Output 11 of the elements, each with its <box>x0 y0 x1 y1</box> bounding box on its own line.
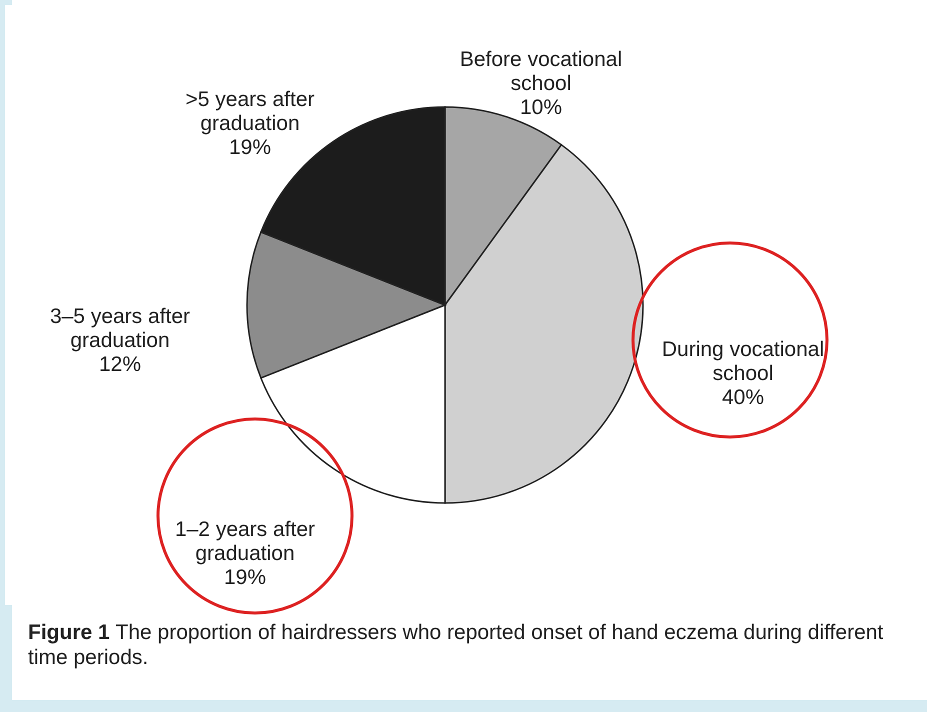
slice-label: 3–5 years after graduation <box>50 305 190 352</box>
data-label: 19% <box>228 136 272 159</box>
slice-label: During vocational school <box>662 338 824 385</box>
data-label: 40% <box>722 386 764 409</box>
data-label: 12% <box>98 353 142 376</box>
slice-label: 1–2 years after graduation <box>174 518 316 565</box>
slice-label: Before vocational school <box>460 48 622 95</box>
data-label: 10% <box>520 96 562 119</box>
slice-label: >5 years after graduation <box>186 88 314 135</box>
caption: Figure 1 The proportion of hairdressers who reported onset of hand eczema during different time periods. <box>28 620 884 670</box>
data-label: 19% <box>224 566 266 589</box>
